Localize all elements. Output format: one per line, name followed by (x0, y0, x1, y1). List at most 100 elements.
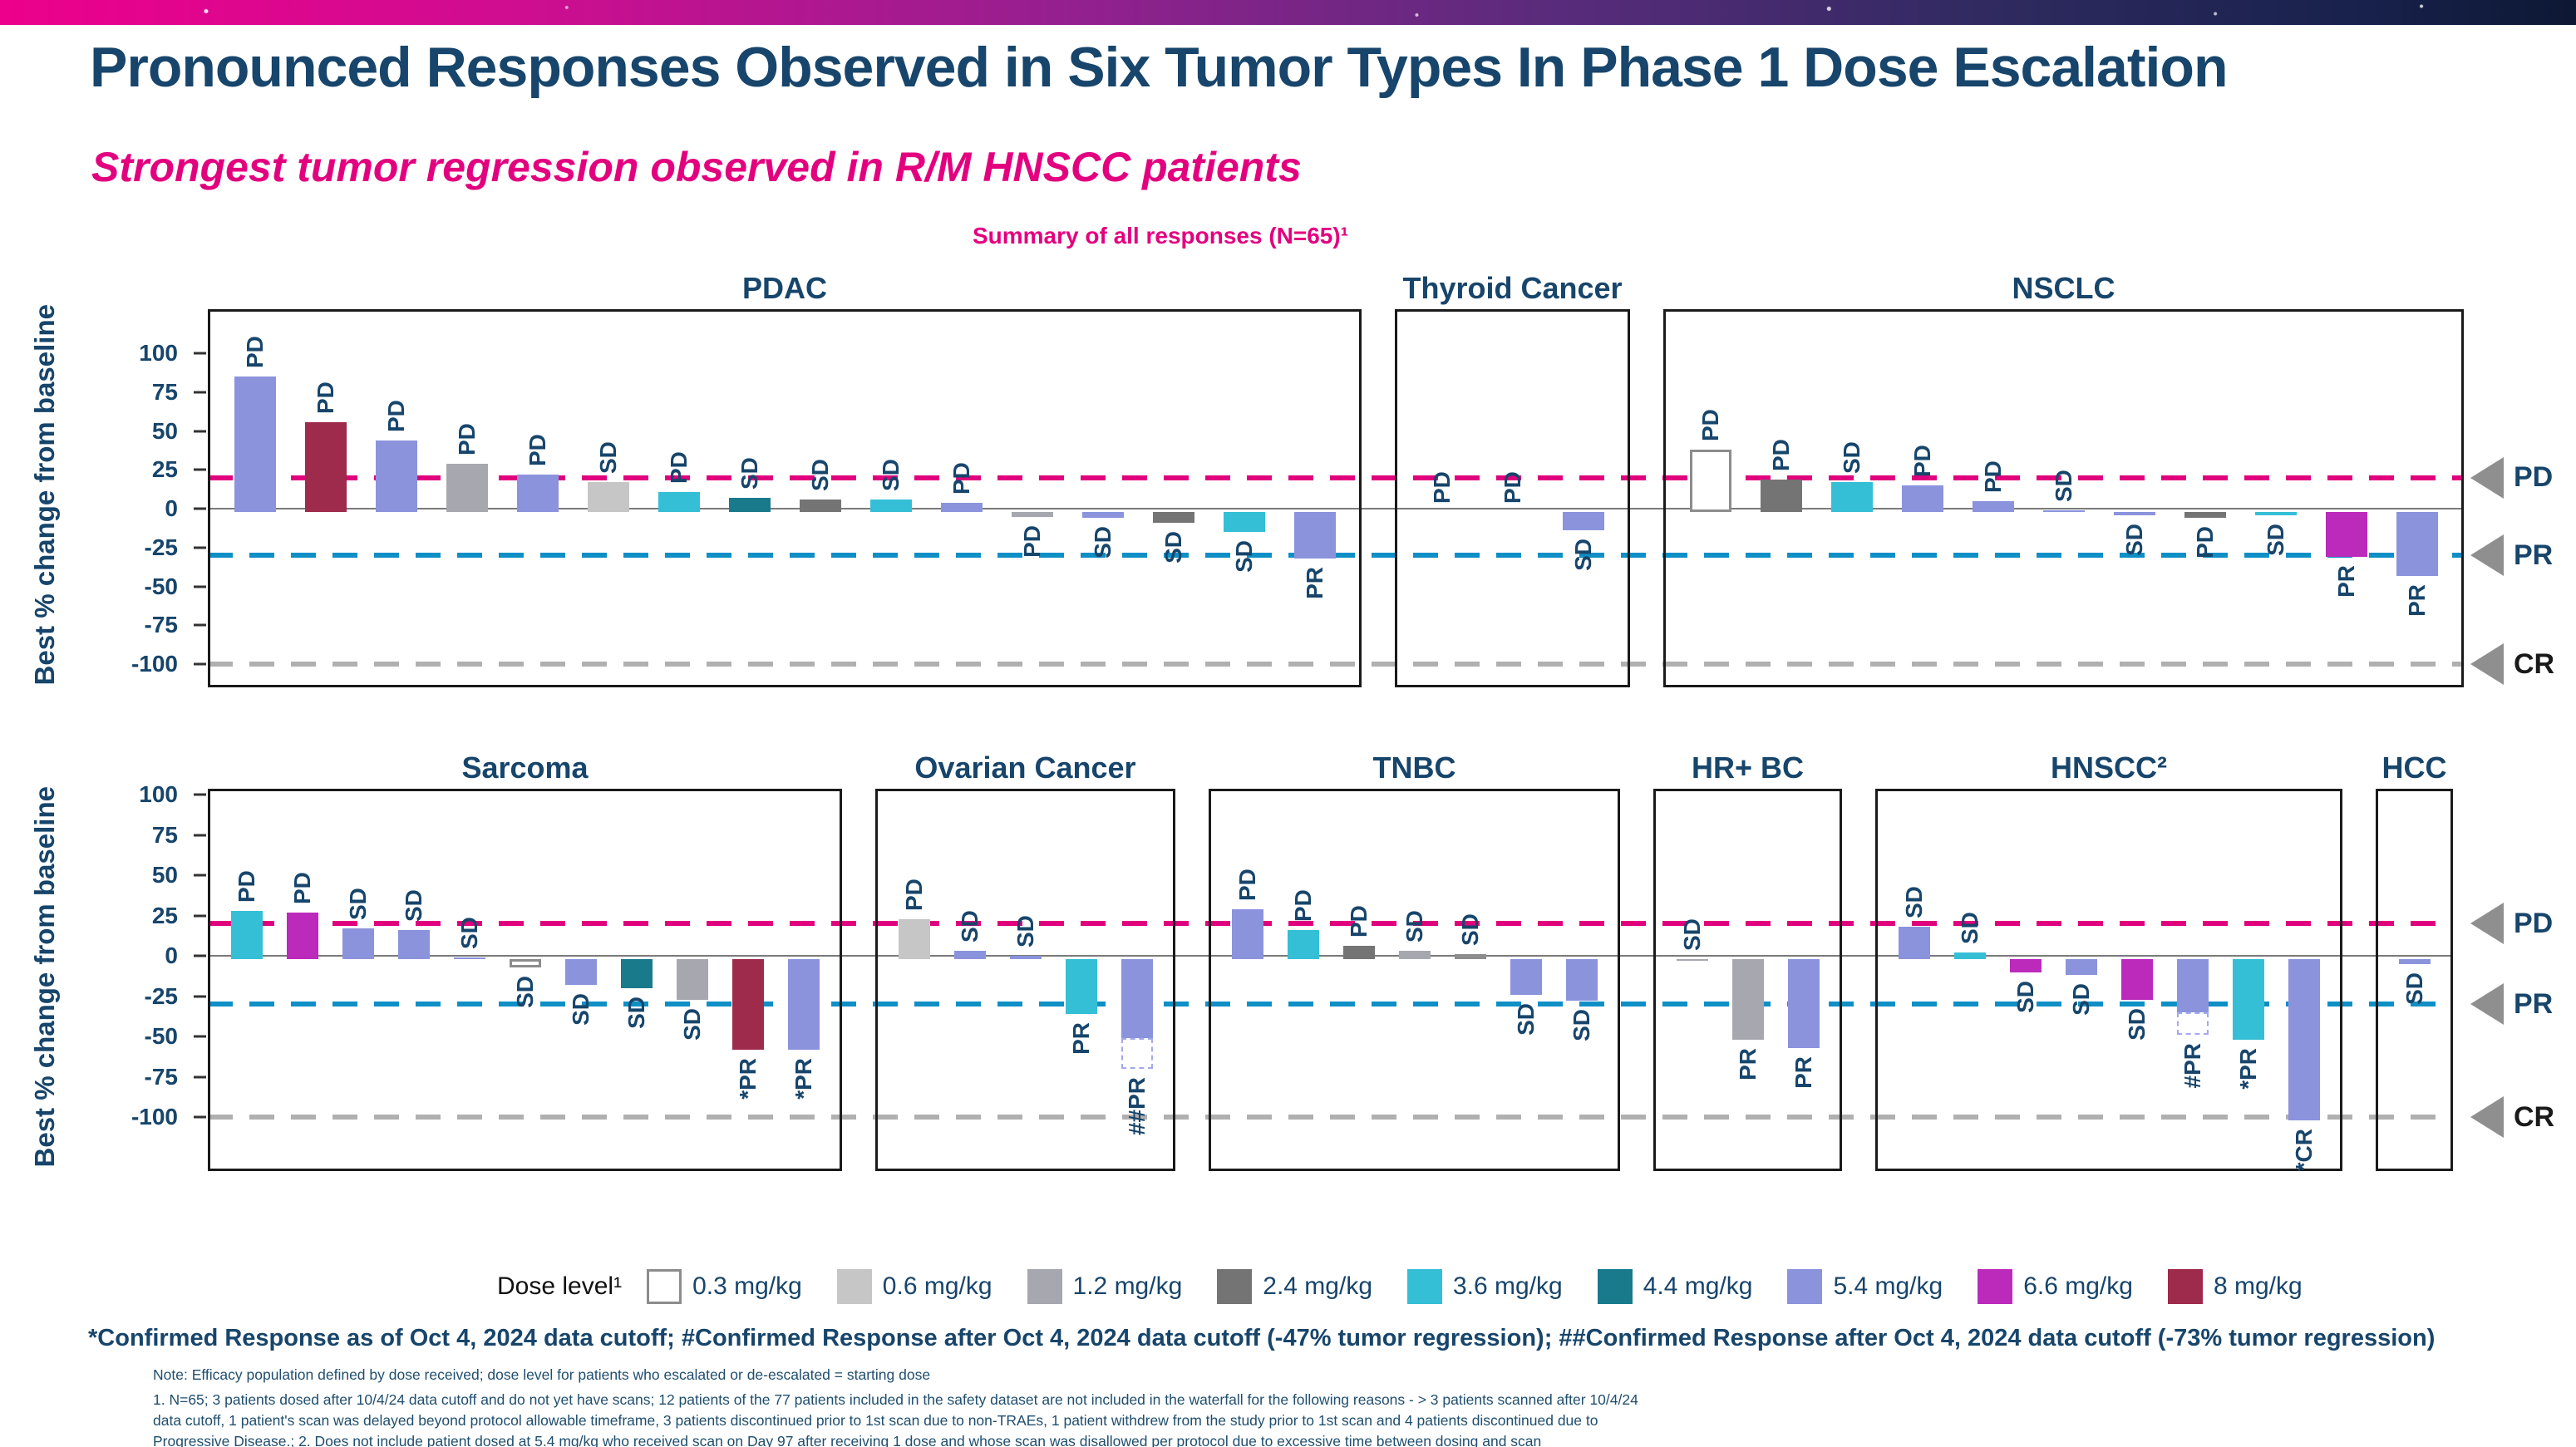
y-tick-mark (194, 468, 206, 471)
chart-row: Best % change from baseline 100 75 50 25 0 -25… (0, 264, 2576, 687)
y-tick-label: 100 (139, 781, 178, 807)
waterfall-bar (2113, 512, 2155, 515)
waterfall-bar (940, 502, 983, 512)
note-line: Note: Efficacy population defined by dos… (153, 1366, 931, 1383)
legend-swatch (1787, 1269, 1823, 1304)
response-label: PR (1301, 567, 1327, 599)
waterfall-bar (1972, 500, 2014, 512)
panel-title: HR+ BC (1691, 751, 1805, 785)
response-label: PD (453, 423, 480, 456)
waterfall-bar (1830, 482, 1873, 512)
y-tick-label: -100 (131, 651, 178, 677)
response-label: SD (736, 457, 762, 490)
tumor-panel: HNSCC² SD SD SD SD SD #PR *PR *CR (1875, 744, 2342, 1171)
y-tick-label: 100 (139, 340, 178, 366)
pd-threshold-line (208, 475, 2464, 480)
pr-arrow-icon (2470, 534, 2504, 577)
waterfall-bar (1901, 485, 1943, 512)
cr-arrow-label: CR (2514, 647, 2555, 680)
plots-area: Sarcoma PD PD SD SD SD SD SD SD SD *PR *PR Ovarian C… (208, 744, 2453, 1171)
legend-item: 8 mg/kg (2167, 1269, 2303, 1304)
y-tick-label: 25 (151, 902, 178, 928)
response-label: SD (956, 910, 983, 943)
legend-swatch (1978, 1269, 2013, 1304)
response-label: PD (1345, 905, 1372, 938)
legend-item-label: 2.4 mg/kg (1263, 1272, 1372, 1300)
waterfall-bar (509, 959, 541, 967)
pr-threshold-line (208, 553, 2464, 559)
chart-row: Best % change from baseline 100 75 50 25 0 -25… (0, 744, 2576, 1171)
tumor-panel: Sarcoma PD PD SD SD SD SD SD SD SD *PR *PR (208, 744, 842, 1171)
response-label: SD (1956, 912, 1982, 945)
waterfall-bar (1287, 930, 1319, 959)
y-tick-label: -25 (144, 982, 178, 1009)
y-tick-mark (194, 834, 206, 836)
cr-arrow-icon (2470, 1096, 2504, 1138)
response-label: PR (2332, 565, 2359, 598)
y-tick-mark (194, 1035, 206, 1038)
waterfall-bar (1152, 512, 1194, 524)
response-label: SD (2262, 523, 2288, 556)
waterfall-bar (1562, 512, 1604, 531)
waterfall-bar (1898, 927, 1930, 959)
waterfall-bar (587, 482, 629, 512)
response-label: PD (1767, 438, 1794, 471)
tumor-panel: TNBC PD PD PD SD SD SD SD (1209, 744, 1620, 1171)
panel-plot-box: PD PD PD SD SD SD SD (1209, 789, 1620, 1171)
response-label: SD (1512, 1002, 1539, 1036)
response-label: PR (1734, 1048, 1761, 1080)
waterfall-bar (342, 928, 374, 959)
response-label: SD (1089, 526, 1116, 559)
response-label: SD (1456, 913, 1483, 947)
legend-swatch (1407, 1269, 1442, 1304)
response-label: SD (2401, 972, 2427, 1005)
plots-area: PDAC PD PD PD PD PD SD PD SD SD SD PD PD SD SD SD PR Thyr… (208, 264, 2464, 687)
confirmed-regression-extension (2176, 1012, 2209, 1036)
summary-heading: Summary of all responses (N=65)¹ (972, 223, 1349, 249)
response-label: SD (344, 888, 371, 921)
note-line: data cutoff, 1 patient's scan was delaye… (153, 1412, 1598, 1429)
response-label: SD (2012, 980, 2038, 1013)
response-label: SD (1678, 918, 1705, 951)
legend-item: 0.6 mg/kg (836, 1269, 992, 1304)
waterfall-bar (898, 918, 930, 959)
waterfall-bar (2120, 959, 2153, 1000)
response-label: PD (1289, 889, 1316, 923)
legend-item: 4.4 mg/kg (1597, 1269, 1752, 1304)
note-line: 1. N=65; 3 patients dosed after 10/4/24 … (153, 1391, 1638, 1408)
tumor-panel: HR+ BC SD PR PR (1653, 744, 1842, 1171)
y-tick-label: -50 (144, 1023, 178, 1049)
waterfall-bar (1787, 959, 1820, 1048)
waterfall-bar (1398, 951, 1431, 959)
waterfall-bar (676, 959, 708, 1000)
response-label: SD (1230, 540, 1257, 573)
y-tick-label: -25 (144, 534, 178, 560)
page-subtitle: Strongest tumor regression observed in R… (91, 144, 1302, 190)
response-label: PD (524, 434, 550, 467)
y-tick-mark (194, 546, 206, 549)
waterfall-bar (953, 951, 986, 959)
response-label: PD (288, 871, 315, 904)
waterfall-bar (2398, 959, 2431, 964)
response-label: PD (900, 878, 927, 911)
waterfall-bar (1011, 512, 1053, 517)
tumor-panel: NSCLC PD PD SD PD PD SD SD PD SD PR PR (1663, 264, 2464, 687)
legend-item-label: 0.3 mg/kg (692, 1272, 802, 1300)
legend-item-label: 6.6 mg/kg (2023, 1272, 2133, 1300)
y-tick-label: 50 (151, 862, 178, 888)
waterfall-bar (1223, 512, 1265, 533)
panel-title: Thyroid Cancer (1402, 271, 1623, 305)
legend-swatch (1217, 1269, 1253, 1304)
notes-block: Note: Efficacy population defined by dos… (153, 1365, 2397, 1447)
waterfall-bar (2009, 959, 2042, 972)
waterfall-bar (1953, 952, 1986, 959)
response-label: SD (1569, 539, 1596, 572)
response-label: SD (806, 459, 833, 492)
pd-arrow-icon (2470, 456, 2504, 499)
waterfall-bar (1231, 908, 1263, 959)
response-label: SD (2067, 983, 2094, 1016)
waterfall-bar (304, 421, 347, 512)
panel-plot-box: SD PR PR (1653, 789, 1842, 1171)
response-label: *PR (734, 1057, 761, 1100)
response-label: *CR (2290, 1129, 2317, 1172)
